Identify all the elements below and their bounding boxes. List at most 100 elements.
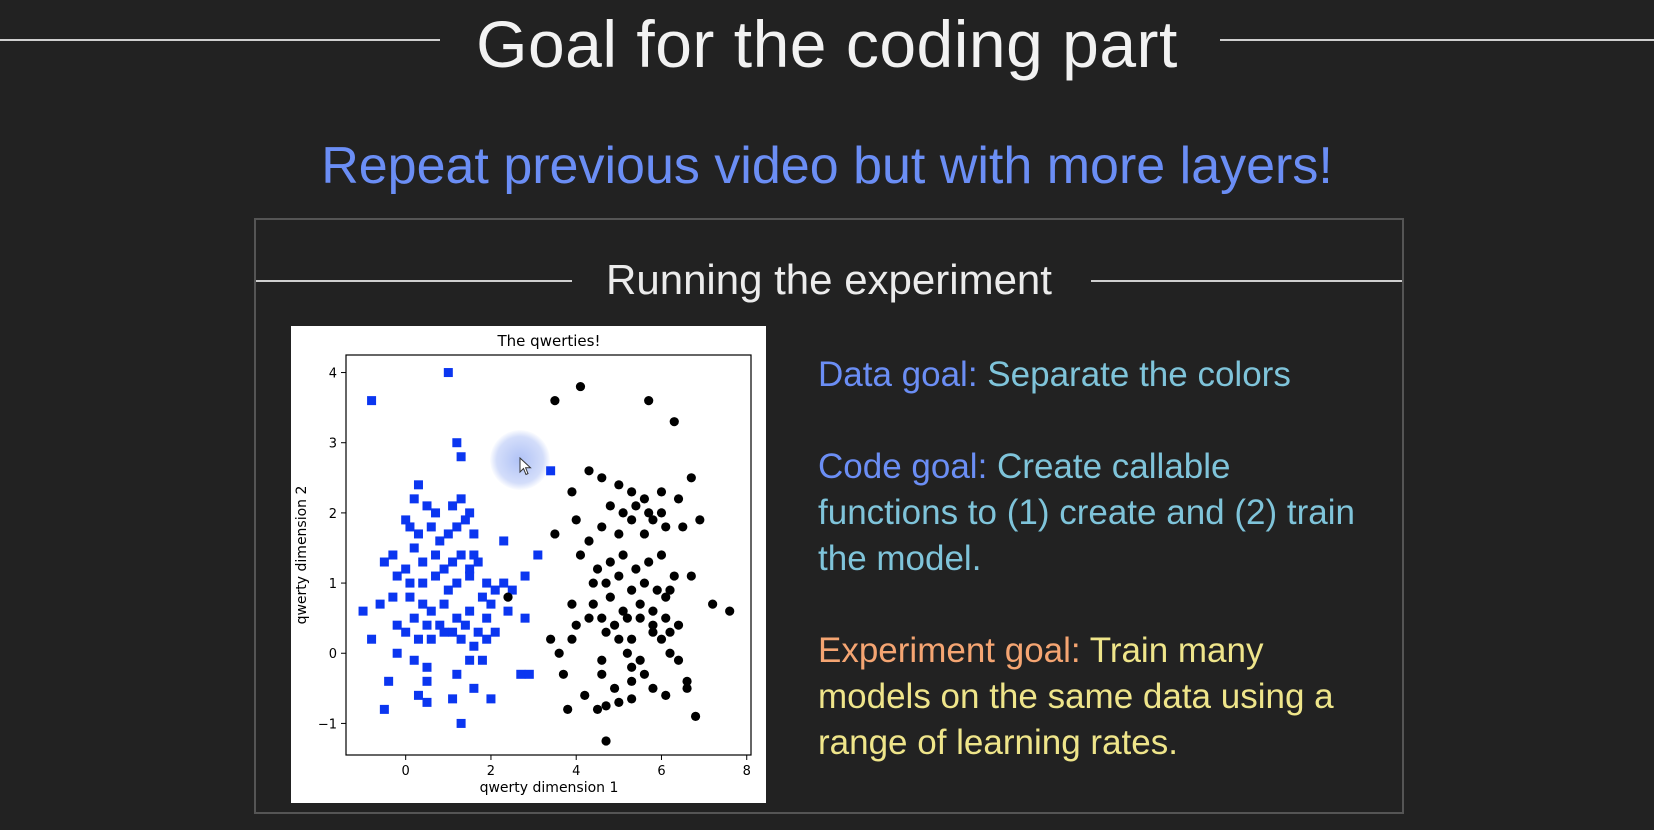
black-circle-point (648, 683, 658, 693)
black-circle-point (601, 701, 611, 711)
black-circle-point (678, 522, 688, 532)
blue-square-point (452, 522, 462, 532)
blue-square-point (448, 627, 458, 637)
black-circle-point (656, 487, 667, 497)
y-tick-label: 0 (329, 647, 337, 662)
blue-square-point (477, 655, 487, 665)
blue-square-point (448, 557, 458, 567)
blue-square-point (469, 683, 479, 693)
slide-subtitle: Repeat previous video but with more laye… (321, 137, 1333, 195)
blue-square-point (405, 578, 415, 588)
black-circle-point (665, 648, 675, 658)
black-circle-point (708, 599, 718, 609)
black-circle-point (631, 564, 641, 574)
black-circle-point (588, 599, 598, 609)
black-circle-point (648, 620, 658, 630)
blue-square-point (452, 669, 462, 679)
blue-square-point (546, 466, 556, 476)
black-circle-point (648, 606, 658, 616)
slide-title: Goal for the coding part (476, 7, 1178, 81)
black-circle-point (601, 627, 611, 637)
black-circle-point (575, 381, 586, 392)
black-circle-point (686, 571, 696, 581)
black-circle-point (656, 550, 667, 560)
experiment-goal-text: Train many models on the same data using… (818, 631, 1334, 762)
blue-square-point (418, 599, 428, 609)
title-rule-right (1220, 39, 1654, 41)
blue-square-point (516, 669, 526, 679)
black-circle-point (580, 690, 590, 700)
blue-square-point (405, 592, 415, 602)
data-goal-label: Data goal: (818, 355, 978, 394)
blue-square-point (465, 571, 475, 581)
blue-square-point (413, 690, 423, 700)
black-circle-point (614, 634, 624, 644)
blue-square-point (392, 620, 402, 630)
y-tick-label: 3 (329, 437, 337, 452)
blue-square-point (452, 613, 462, 623)
black-circle-point (554, 648, 564, 658)
black-circle-point (571, 515, 581, 525)
black-circle-point (618, 606, 628, 616)
black-circle-point (597, 522, 607, 532)
blue-square-point (503, 606, 513, 616)
blue-square-point (465, 508, 475, 518)
x-tick-label: 0 (402, 764, 410, 779)
blue-square-point (443, 585, 453, 595)
black-circle-point (695, 515, 705, 525)
y-tick-label: −1 (318, 717, 337, 732)
black-circle-point (601, 578, 611, 588)
black-circle-point (618, 508, 628, 518)
black-circle-point (669, 417, 679, 427)
blue-square-point (435, 620, 445, 630)
blue-square-point (426, 606, 436, 616)
black-circle-point (661, 613, 671, 623)
black-circle-point (627, 585, 637, 595)
blue-square-point (388, 592, 398, 602)
blue-square-point (490, 585, 500, 595)
blue-square-point (409, 543, 419, 553)
black-circle-point (627, 662, 637, 672)
black-circle-point (601, 736, 611, 746)
blue-square-point (422, 662, 432, 672)
black-circle-point (609, 683, 620, 693)
mouse-pointer-icon (519, 457, 532, 476)
scatter-plot: The qwerties! 0 2 4 6 8 −1 0 1 2 3 4 qwerty dimens… (291, 326, 766, 803)
blue-square-point (456, 634, 466, 644)
black-circle-point (605, 557, 615, 567)
blue-square-point (524, 669, 534, 679)
axis-ticks: 0 2 4 6 8 −1 0 1 2 3 4 (318, 367, 751, 779)
black-circle-point (605, 501, 615, 511)
black-circle-point (605, 592, 615, 602)
black-circle-point (584, 466, 594, 476)
x-tick-label: 4 (572, 764, 580, 779)
blue-square-point (452, 578, 462, 588)
blue-square-point (469, 641, 479, 651)
blue-square-point (375, 599, 385, 609)
black-circle-point (686, 473, 696, 483)
blue-square-point (358, 606, 368, 616)
y-tick-label: 1 (329, 577, 337, 592)
black-circle-point (614, 529, 624, 539)
title-rule-left (0, 39, 440, 41)
black-circle-point (656, 634, 667, 644)
blue-square-point (473, 557, 483, 567)
black-circle-point (661, 690, 671, 700)
blue-square-point (507, 585, 517, 595)
blue-square-point (367, 396, 377, 406)
panel-rule-left (256, 280, 572, 282)
blue-square-point (409, 494, 419, 504)
black-circle-point (644, 508, 654, 518)
goals-list: Data goal: Separate the colors Code goal… (818, 352, 1378, 766)
blue-square-point (465, 606, 475, 616)
blue-square-point (448, 694, 458, 704)
black-circle-point (575, 550, 586, 560)
blue-square-point (499, 536, 509, 546)
black-circle-point (592, 704, 603, 714)
blue-square-point (418, 578, 428, 588)
black-circle-point (639, 494, 650, 504)
black-circle-point (652, 585, 662, 595)
black-circle-point (597, 655, 607, 665)
blue-square-point (426, 634, 436, 644)
blue-square-point (473, 627, 483, 637)
